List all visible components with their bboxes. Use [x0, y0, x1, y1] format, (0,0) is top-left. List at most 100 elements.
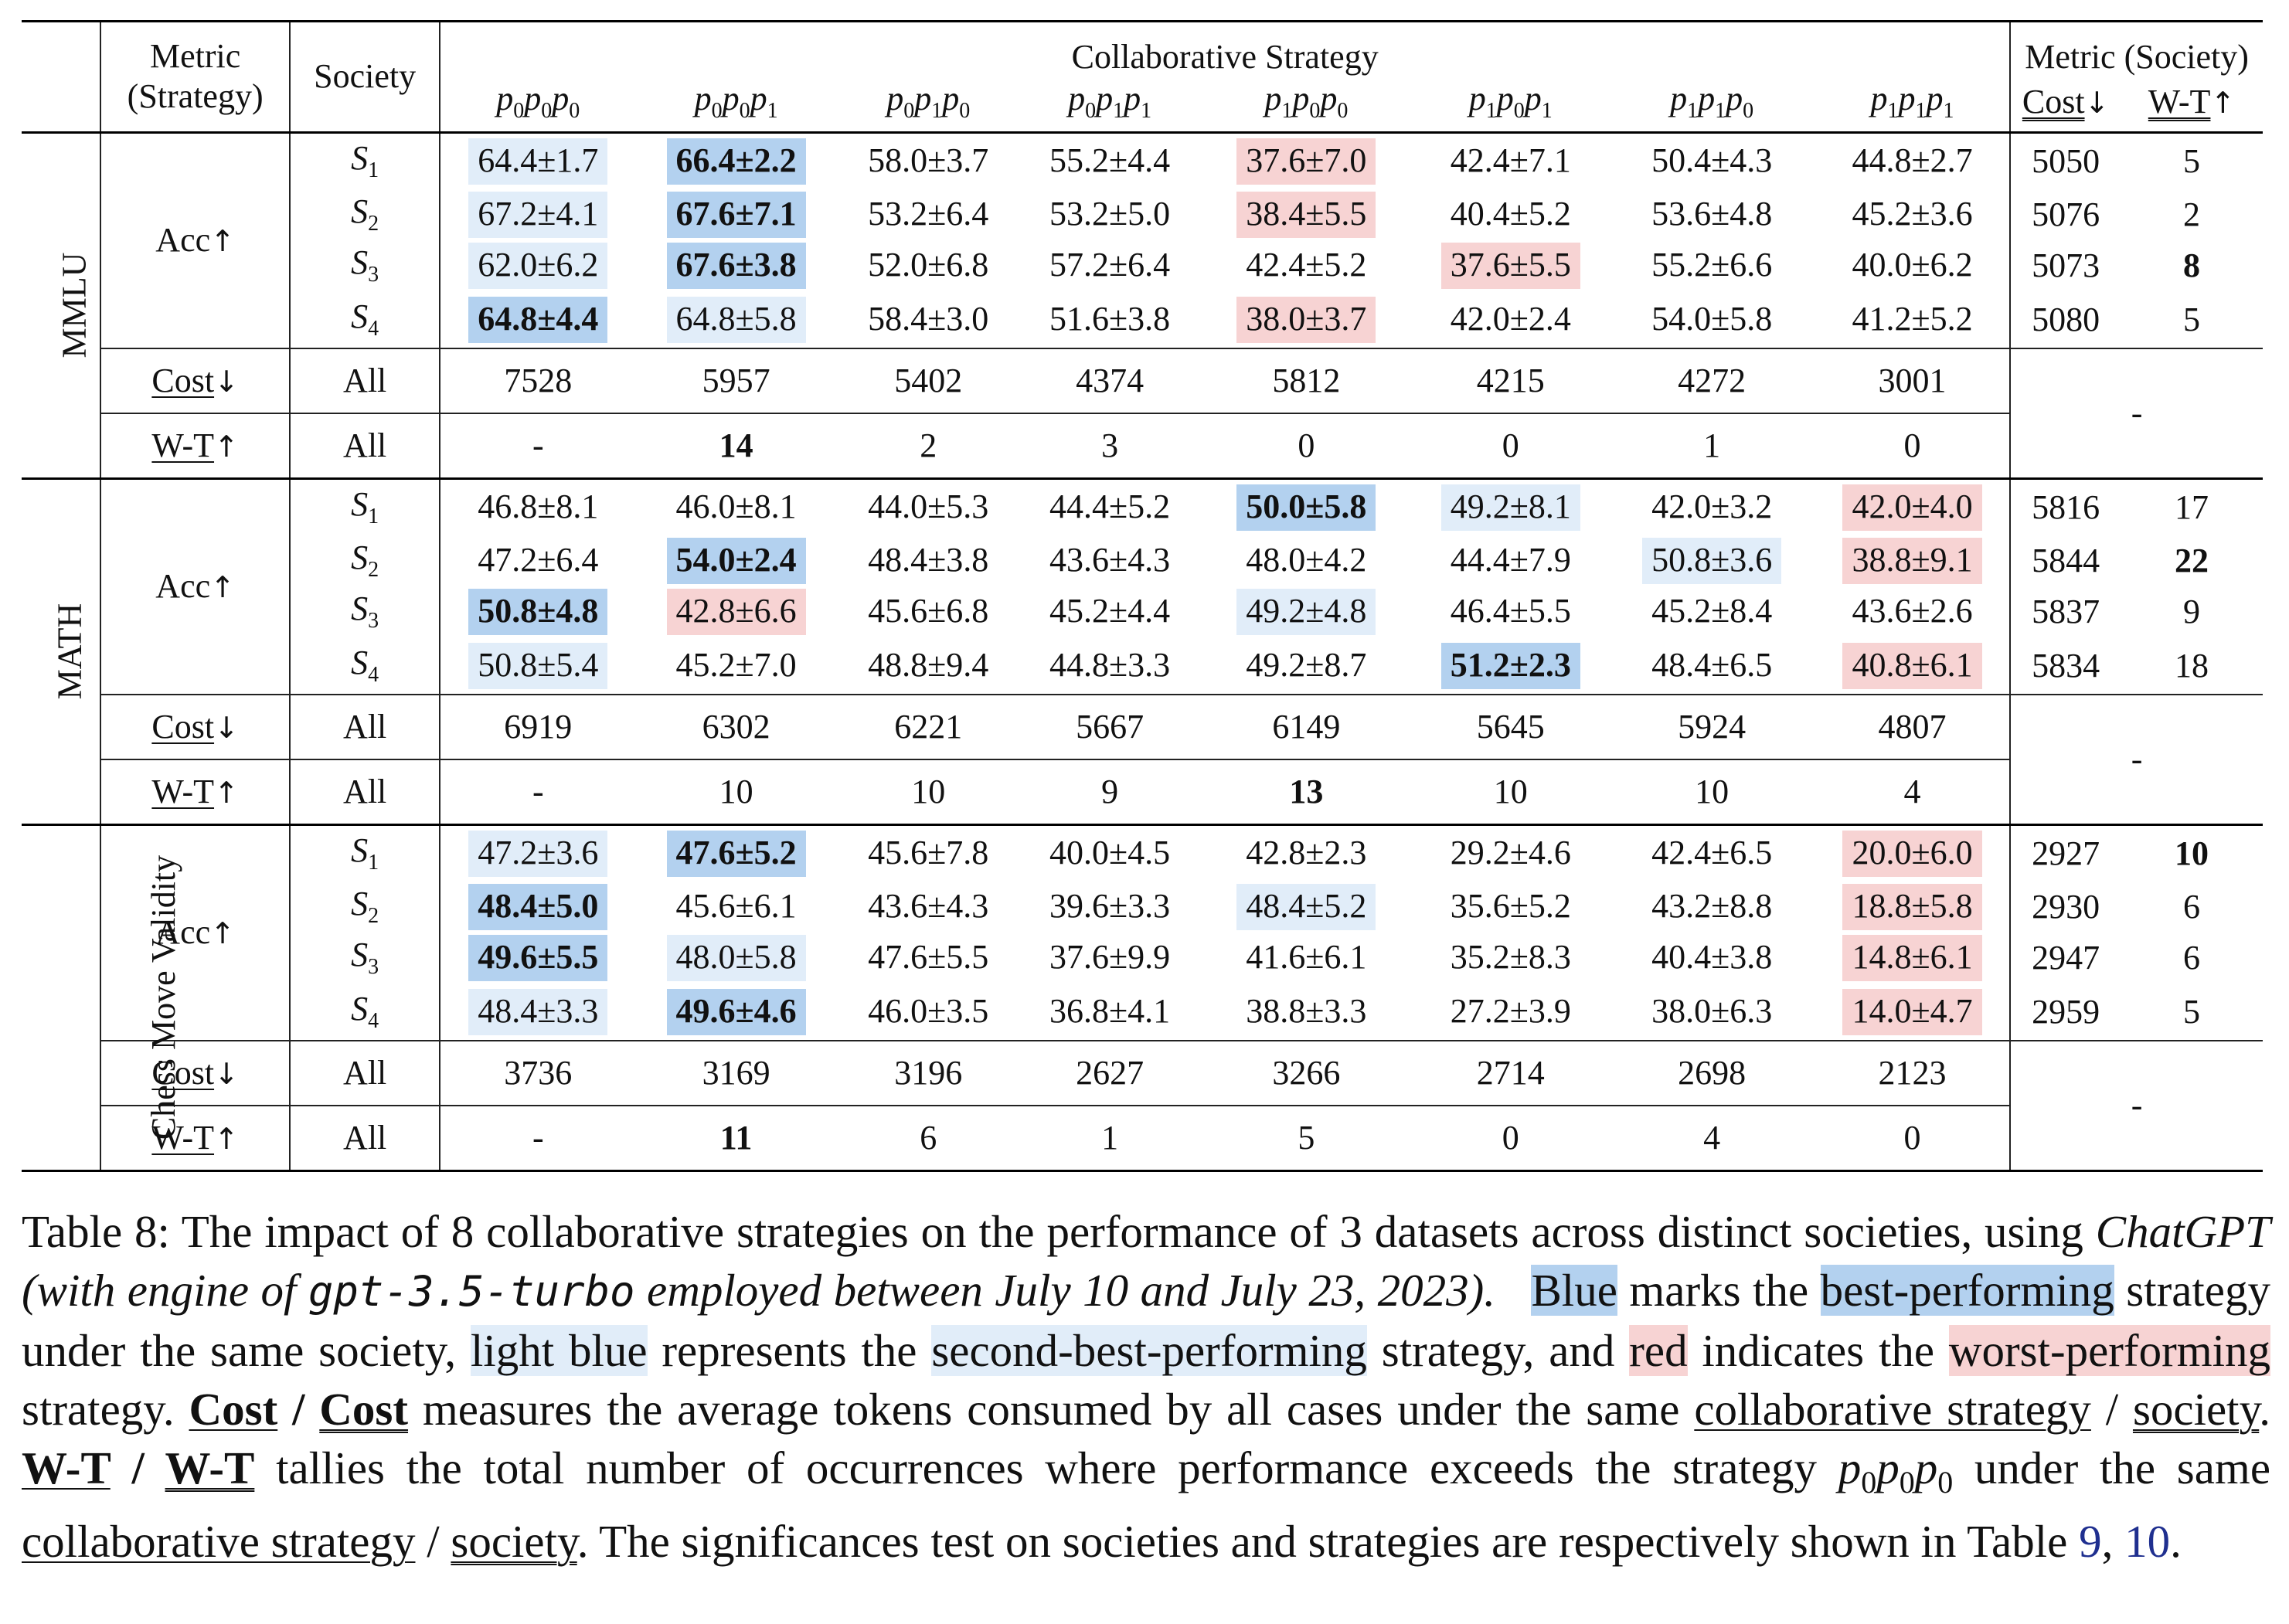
- strategy-sub: 0: [711, 98, 723, 123]
- acc-cell: 29.2±4.6: [1413, 824, 1608, 882]
- acc-cell: 67.2±4.1: [439, 189, 636, 240]
- dataset-name: MMLU: [55, 252, 94, 358]
- acc-value: 14.8±6.1: [1842, 935, 1982, 981]
- strategy-p: p: [1870, 79, 1888, 117]
- acc-cell: 47.6±5.5: [837, 933, 1020, 984]
- wt-cell: 13: [1199, 759, 1413, 826]
- acc-cell: 40.4±5.2: [1413, 189, 1608, 240]
- table-10-link[interactable]: 10: [2124, 1516, 2171, 1567]
- cost-cell: 3196: [836, 1040, 1020, 1106]
- acc-cell: 40.0±4.5: [1020, 824, 1200, 882]
- society-wt: 9: [2183, 593, 2201, 630]
- acc-cell: 45.2±7.0: [635, 637, 836, 695]
- acc-cell: 42.8±6.6: [635, 586, 836, 637]
- acc-row: MMLU Acc↑ S1 64.4±1.7 66.4±2.2 58.0±3.7 55.2±4…: [22, 132, 2263, 480]
- cost-cell: 3266: [1199, 1040, 1413, 1106]
- society-all: All: [289, 759, 440, 826]
- acc-value: 47.2±3.6: [468, 830, 608, 877]
- society-wt: 2: [2183, 195, 2201, 233]
- dataset-label-cell: MMLU: [22, 132, 101, 480]
- down-arrow-icon: ↓: [214, 365, 239, 399]
- acc-value: 44.0±5.3: [868, 487, 989, 525]
- society-label: S2: [289, 189, 440, 240]
- acc-cell: 44.4±7.9: [1413, 535, 1608, 586]
- society-cost: 5076: [2009, 189, 2121, 240]
- society-metric-dash: -: [2010, 1040, 2263, 1172]
- society-sub: 3: [368, 955, 379, 979]
- acc-value: 53.2±5.0: [1049, 195, 1171, 233]
- acc-cell: 47.2±3.6: [439, 824, 636, 882]
- cost-cell: 4807: [1815, 694, 2012, 759]
- society-all: All: [289, 694, 440, 759]
- acc-value: 41.2±5.2: [1852, 299, 1973, 338]
- cost-label: Cost: [2022, 82, 2085, 121]
- strategy-sub: 1: [931, 98, 943, 123]
- strategy-p: p: [1124, 79, 1141, 117]
- caption-text: strategy under the same society,: [22, 1265, 2270, 1376]
- down-arrow-icon: ↓: [214, 1057, 239, 1091]
- acc-value: 48.4±3.3: [468, 988, 608, 1035]
- caption-light-blue: light blue: [470, 1325, 648, 1376]
- acc-value: 46.0±3.5: [868, 991, 989, 1030]
- strategy-sub: 1: [1281, 98, 1293, 123]
- strategy-p: p: [942, 79, 960, 117]
- society-sub: 3: [368, 609, 379, 633]
- acc-cell: 57.2±6.4: [1020, 240, 1200, 291]
- acc-value: 50.8±3.6: [1642, 538, 1782, 584]
- acc-row: Chess Move Validity Acc↑ S1 47.2±3.6 47.6±5.…: [22, 824, 2263, 1172]
- caption-second-best: second-best-performing: [931, 1325, 1367, 1376]
- cost-cell: 4374: [1019, 348, 1200, 413]
- strategy-header-3: p0p1p1: [1019, 79, 1200, 134]
- acc-value: 40.8±6.1: [1842, 642, 1982, 689]
- acc-cell: 48.0±5.8: [635, 933, 836, 984]
- society-sub: 1: [368, 850, 379, 875]
- cost-cell: 5667: [1019, 694, 1200, 759]
- strategy-p: p: [1726, 79, 1743, 117]
- header-metric-strategy: Metric (Strategy): [100, 21, 291, 134]
- table-9-link[interactable]: 9: [2079, 1516, 2102, 1567]
- society-sub: 2: [368, 558, 379, 582]
- acc-cell: 37.6±9.9: [1020, 933, 1200, 984]
- acc-value: 58.0±3.7: [868, 141, 989, 179]
- strategy-p: p: [1468, 79, 1486, 117]
- strategy-header-0: p0p0p0: [439, 81, 636, 134]
- society-letter: S: [351, 192, 369, 230]
- acc-value: 20.0±6.0: [1842, 830, 1982, 877]
- wt-cell: 3: [1019, 413, 1200, 480]
- caption-slash: /: [110, 1442, 165, 1493]
- acc-cell: 49.6±4.6: [635, 984, 836, 1041]
- acc-value: 39.6±3.3: [1049, 887, 1171, 925]
- caption-text: measures the average tokens consumed by …: [408, 1384, 1695, 1435]
- strategy-p: p: [1524, 79, 1542, 117]
- metric-cost: Cost↓: [100, 694, 291, 759]
- acc-value: 41.6±6.1: [1246, 938, 1367, 976]
- acc-value: 53.6±4.8: [1651, 195, 1773, 233]
- caption-sub: 0: [1861, 1465, 1877, 1500]
- caption-slash: /: [277, 1384, 320, 1435]
- dataset-name: Chess Move Validity: [145, 854, 183, 1140]
- wt-cell: 0: [1815, 1105, 2012, 1172]
- up-arrow-icon: ↑: [214, 1121, 239, 1156]
- header-collab-strategy: Collaborative Strategy: [439, 21, 2011, 82]
- cost-row: Cost↓ All 3736 3169 3196 2627 3266 2714 2698 2123…: [22, 1040, 2263, 1172]
- acc-cell: 62.0±6.2: [439, 240, 636, 291]
- acc-value: 42.8±6.6: [666, 589, 806, 635]
- caption-text: .: [2259, 1384, 2270, 1435]
- acc-value: 42.4±5.2: [1246, 246, 1367, 284]
- strategy-p: p: [750, 79, 767, 117]
- acc-value: 46.4±5.5: [1450, 592, 1571, 630]
- acc-value: 54.0±2.4: [666, 538, 806, 584]
- acc-row: S3 49.6±5.5 48.0±5.8 47.6±5.5 37.6±9.9 41.6±6…: [22, 933, 2263, 984]
- strategy-sub: 0: [1309, 98, 1321, 123]
- strategy-p: p: [1898, 79, 1916, 117]
- acc-cell: 54.0±2.4: [635, 535, 836, 586]
- acc-value: 64.4±1.7: [468, 138, 608, 185]
- acc-value: 64.8±4.4: [468, 296, 608, 343]
- acc-value: 44.4±5.2: [1049, 487, 1171, 525]
- wt-cell: 4: [1815, 759, 2012, 826]
- acc-label: Acc: [155, 913, 211, 952]
- strategy-header-1: p0p0p1: [635, 79, 837, 134]
- wt-cell: 10: [1608, 759, 1815, 826]
- caption-cost: Cost: [189, 1384, 278, 1435]
- strategy-sub: 1: [767, 98, 778, 123]
